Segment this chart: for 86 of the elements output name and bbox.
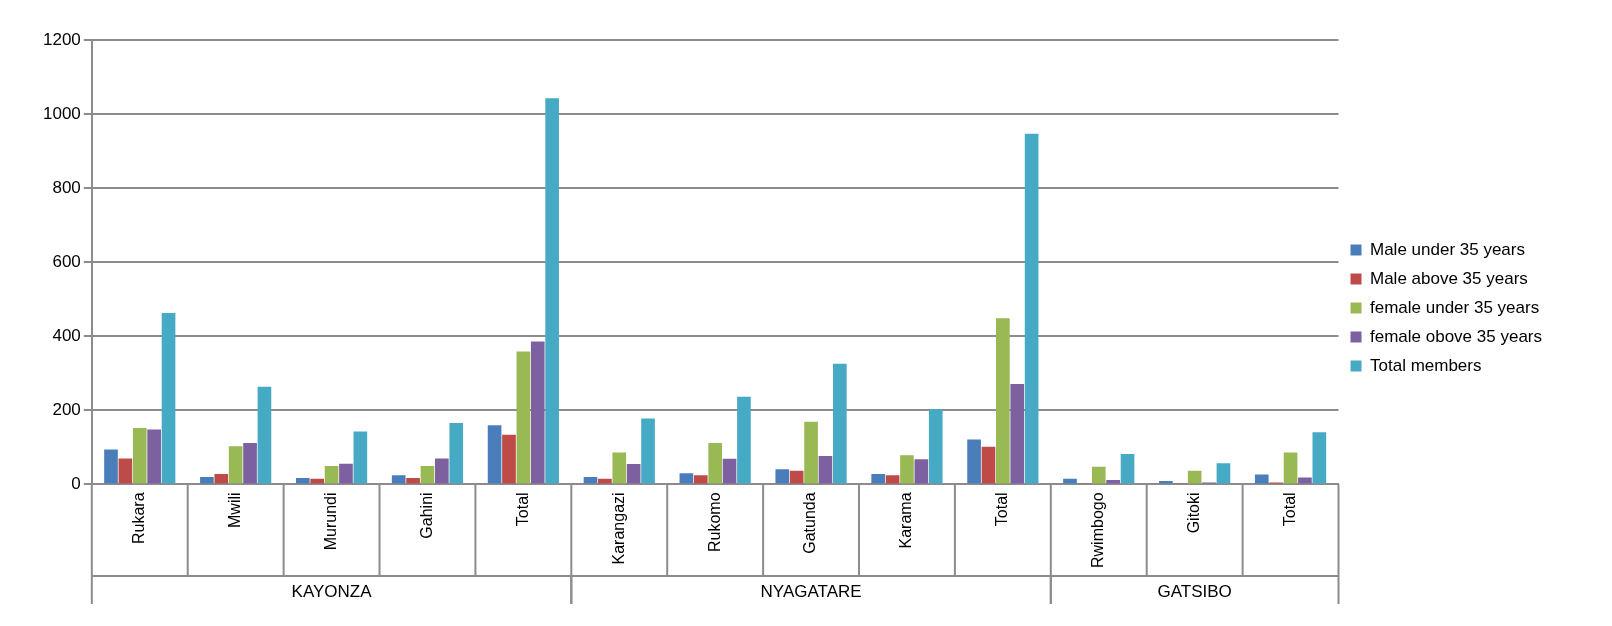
x-tick-label: Total xyxy=(1280,492,1298,527)
x-tick-label: Rukara xyxy=(130,492,148,544)
bar xyxy=(1063,478,1077,484)
legend-label: Total members xyxy=(1370,355,1482,375)
bar xyxy=(435,458,449,484)
bar xyxy=(1120,454,1135,484)
bar xyxy=(804,421,818,484)
bar xyxy=(1091,466,1106,484)
x-tick-label: Gahini xyxy=(417,492,435,539)
bar xyxy=(612,452,627,484)
bar xyxy=(295,478,310,484)
bar xyxy=(310,478,325,484)
bar xyxy=(871,474,886,484)
bar xyxy=(243,442,257,484)
bar xyxy=(1187,470,1202,484)
bar xyxy=(996,318,1010,484)
y-tick-label: 800 xyxy=(52,177,81,197)
bar xyxy=(967,439,981,484)
bar xyxy=(228,446,243,484)
x-tick-label: Total xyxy=(513,492,531,527)
text: GATSIBO xyxy=(1157,581,1232,601)
bar xyxy=(598,478,612,484)
x-tick-label: Gatunda xyxy=(801,492,819,554)
bar xyxy=(789,470,804,484)
bar xyxy=(1283,452,1298,484)
text: KAYONZA xyxy=(291,581,373,601)
bar xyxy=(1298,477,1312,484)
bar xyxy=(928,409,943,484)
y-tick-label: 400 xyxy=(52,325,81,345)
bar xyxy=(324,465,339,484)
legend-label: Male above 35 years xyxy=(1370,268,1528,288)
bar xyxy=(214,474,229,484)
y-tick-label: 1200 xyxy=(42,29,81,49)
bar xyxy=(1010,384,1025,484)
bar xyxy=(391,475,406,484)
bar xyxy=(147,429,161,484)
bar xyxy=(502,434,516,484)
y-tick-label: 0 xyxy=(71,474,81,494)
bar xyxy=(449,422,464,484)
x-tick-label: Mwili xyxy=(226,492,244,528)
bar xyxy=(104,449,118,484)
bar xyxy=(200,477,214,484)
bar xyxy=(775,469,790,484)
bar xyxy=(132,428,147,484)
bar xyxy=(353,431,368,484)
bar xyxy=(1024,133,1039,484)
bar xyxy=(885,475,900,484)
bar xyxy=(693,475,708,484)
x-tick-label: Total xyxy=(993,492,1011,527)
legend-label: female obove 35 years xyxy=(1370,326,1543,346)
x-tick-label: Karangazi xyxy=(609,492,627,565)
bar xyxy=(708,442,722,484)
bar xyxy=(833,363,847,484)
bar xyxy=(1216,463,1231,484)
bar xyxy=(118,458,133,484)
bar xyxy=(339,463,353,484)
x-tick-label: Rwimbogo xyxy=(1089,492,1107,569)
x-tick-label: Murundi xyxy=(321,492,339,551)
bar xyxy=(1254,474,1269,484)
bar xyxy=(722,458,737,484)
bar xyxy=(406,478,420,484)
bar xyxy=(737,396,751,484)
bar xyxy=(1312,432,1327,484)
x-tick-label: Karama xyxy=(897,492,915,549)
bar xyxy=(626,464,641,484)
bar xyxy=(257,386,272,484)
bar xyxy=(914,459,929,484)
legend-label: Male under 35 years xyxy=(1370,239,1525,259)
bar xyxy=(818,455,833,484)
x-tick-label: Rukomo xyxy=(705,492,723,552)
bar xyxy=(420,465,435,484)
bar xyxy=(487,425,502,484)
y-tick-label: 200 xyxy=(52,400,81,420)
bar xyxy=(545,98,559,484)
bar xyxy=(900,455,914,484)
bar xyxy=(161,312,176,484)
bar xyxy=(641,418,655,484)
bar xyxy=(679,473,694,484)
legend-label: female under 35 years xyxy=(1370,297,1540,317)
y-tick-label: 1000 xyxy=(42,103,81,123)
y-tick-label: 600 xyxy=(52,251,81,271)
x-tick-label: Gitoki xyxy=(1185,492,1203,534)
text: NYAGATARE xyxy=(760,581,862,601)
bar xyxy=(516,351,531,484)
bar xyxy=(981,446,996,484)
bar xyxy=(530,341,545,484)
